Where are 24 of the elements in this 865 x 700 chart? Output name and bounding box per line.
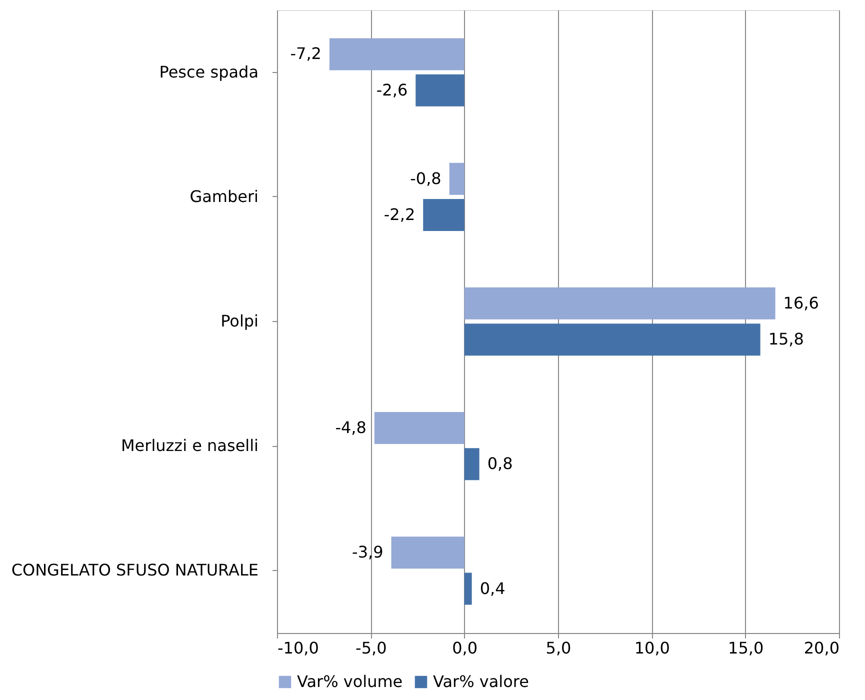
data-label: 0,8 <box>487 454 513 474</box>
data-label: -4,8 <box>335 418 366 438</box>
legend-label: Var% valore <box>433 672 529 691</box>
x-tick-label: -10,0 <box>278 638 319 658</box>
data-label: -2,2 <box>384 204 416 224</box>
legend-label: Var% volume <box>297 672 403 691</box>
y-tick-label: Polpi <box>220 312 258 330</box>
x-tick-label: 15,0 <box>728 638 764 658</box>
y-tick-label: CONGELATO SFUSO NATURALE <box>11 560 258 580</box>
data-label: 0,4 <box>480 578 506 598</box>
x-tick-label: 10,0 <box>634 638 670 658</box>
x-tick-label: 20,0 <box>804 638 840 658</box>
x-tick-label: 5,0 <box>546 638 572 658</box>
data-label: -2,6 <box>376 80 408 100</box>
y-tick-label: Gamberi <box>190 186 258 206</box>
x-tick-label: -5,0 <box>356 638 387 658</box>
data-label: 15,8 <box>768 330 804 349</box>
data-label: 16,6 <box>783 293 819 312</box>
data-label: -7,2 <box>290 44 322 64</box>
y-tick-label: Merluzzi e naselli <box>120 436 258 456</box>
x-tick-label: 0,0 <box>452 638 478 658</box>
y-tick-label: Pesce spada <box>159 62 258 82</box>
data-label: -0,8 <box>410 168 442 188</box>
data-label: -3,9 <box>352 542 384 562</box>
